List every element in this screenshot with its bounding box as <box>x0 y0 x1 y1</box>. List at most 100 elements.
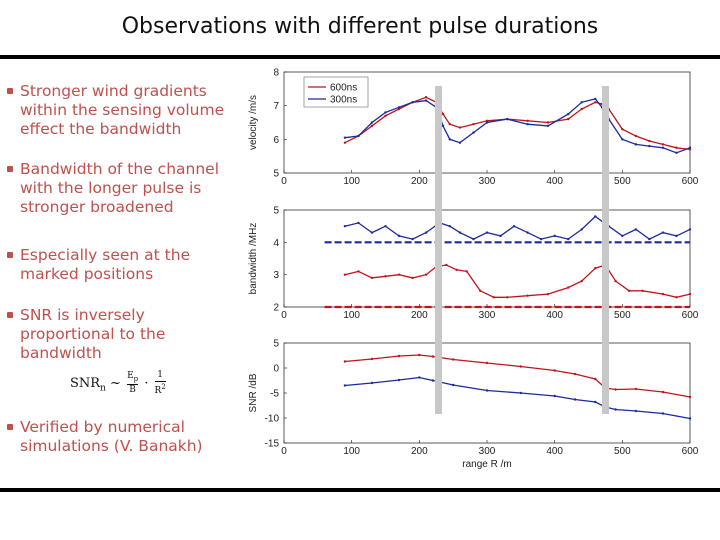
footer-rule <box>0 488 720 492</box>
data-point-600ns <box>448 122 451 126</box>
data-point-300ns <box>567 112 570 116</box>
formula-frac2-num: 1 <box>154 370 166 382</box>
data-point-300ns <box>553 234 556 238</box>
data-point-600ns <box>594 267 597 270</box>
formula-frac2-den-sup: 2 <box>161 383 166 391</box>
data-point-300ns <box>688 417 692 420</box>
data-point-600ns <box>688 395 692 399</box>
data-point-300ns <box>648 237 651 241</box>
data-point-300ns <box>441 124 445 128</box>
data-point-300ns <box>580 228 583 231</box>
y-axis-label: SNR /dB <box>248 373 259 412</box>
data-point-300ns <box>661 146 665 149</box>
data-point-300ns <box>519 391 523 395</box>
data-point-300ns <box>448 138 451 141</box>
plot-frame-3 <box>283 342 691 444</box>
data-point-600ns <box>370 276 374 280</box>
data-point-300ns <box>451 383 455 387</box>
data-point-300ns <box>370 231 374 234</box>
data-point-600ns <box>370 357 374 361</box>
slide-title: Observations with different pulse durati… <box>121 14 599 39</box>
data-point-300ns <box>485 389 489 392</box>
data-point-600ns <box>594 101 597 104</box>
data-point-600ns <box>384 275 387 278</box>
y-tick-label: 8 <box>273 68 279 79</box>
x-tick-label: 200 <box>411 176 428 187</box>
data-point-600ns <box>424 96 428 99</box>
bullet-bandwidth-broadened: Bandwidth of the channel with the longer… <box>6 160 242 246</box>
data-point-300ns <box>621 138 624 141</box>
x-tick-label: 300 <box>479 446 496 457</box>
data-point-300ns <box>343 384 347 387</box>
bullet-numerical-simulations: Verified by numerical simulations (V. Ba… <box>6 418 242 456</box>
data-point-300ns <box>661 231 665 234</box>
data-point-600ns <box>573 372 577 376</box>
x-tick-label: 500 <box>614 446 631 457</box>
x-axis-label: range R /m <box>462 459 511 470</box>
x-tick-label: 400 <box>546 176 563 187</box>
data-point-300ns <box>526 122 529 126</box>
y-tick-label: 3 <box>273 270 279 281</box>
data-point-300ns <box>357 134 360 138</box>
formula-frac1-den: B <box>129 385 136 396</box>
bullet-marked-positions: Especially seen at the marked positions <box>6 246 242 306</box>
data-point-300ns <box>370 381 374 385</box>
y-tick-label: 5 <box>273 206 279 217</box>
snr-formula: SNRn ~ Ep B · 1 R2 <box>70 370 168 397</box>
data-point-600ns <box>441 112 445 116</box>
data-point-300ns <box>594 97 597 101</box>
y-tick-label: 7 <box>273 101 279 112</box>
y-tick-label: 5 <box>273 169 279 180</box>
data-point-600ns <box>621 128 624 131</box>
data-point-300ns <box>458 231 462 234</box>
data-point-300ns <box>539 237 543 241</box>
data-point-600ns <box>485 361 489 365</box>
marker-bar-first <box>435 86 442 414</box>
plot-frame-2 <box>283 209 691 308</box>
y-tick-label: -5 <box>270 389 279 400</box>
x-tick-label: 600 <box>682 176 699 187</box>
data-point-300ns <box>411 237 414 241</box>
data-point-300ns <box>661 412 665 415</box>
data-point-600ns <box>526 294 529 297</box>
x-tick-label: 600 <box>682 446 699 457</box>
x-tick-label: 0 <box>281 310 287 321</box>
data-point-600ns <box>641 289 644 293</box>
data-point-600ns <box>492 296 495 299</box>
data-point-600ns <box>634 387 638 391</box>
data-point-600ns <box>458 126 462 129</box>
data-point-600ns <box>424 273 428 276</box>
data-point-600ns <box>455 268 458 272</box>
data-point-300ns <box>485 121 489 124</box>
data-point-300ns <box>384 111 387 114</box>
data-point-300ns <box>357 221 360 225</box>
x-tick-label: 100 <box>343 310 360 321</box>
data-point-300ns <box>688 228 692 231</box>
data-point-300ns <box>424 99 428 102</box>
data-point-600ns <box>546 121 550 124</box>
data-point-600ns <box>634 134 638 138</box>
data-point-300ns <box>411 101 414 104</box>
formula-frac1-num: E <box>127 370 134 381</box>
data-point-600ns <box>688 148 692 151</box>
data-point-600ns <box>397 107 401 111</box>
data-point-600ns <box>384 114 387 117</box>
data-point-300ns <box>567 237 570 241</box>
data-point-300ns <box>648 144 651 148</box>
data-point-300ns <box>485 231 489 234</box>
marker-bar-second <box>602 86 609 414</box>
data-point-600ns <box>479 289 482 293</box>
data-point-600ns <box>661 292 665 296</box>
formula-lhs-sub: n <box>100 383 106 394</box>
title-rule <box>0 55 720 59</box>
data-point-600ns <box>614 279 617 283</box>
data-point-300ns <box>634 143 638 146</box>
x-tick-label: 400 <box>546 310 563 321</box>
x-tick-label: 300 <box>479 176 496 187</box>
x-tick-label: 500 <box>614 176 631 187</box>
data-point-300ns <box>526 231 529 234</box>
data-point-300ns <box>675 151 678 154</box>
formula-dot: · <box>144 376 149 391</box>
data-point-600ns <box>675 146 678 149</box>
formula-fraction-energy: Ep B <box>127 370 139 397</box>
